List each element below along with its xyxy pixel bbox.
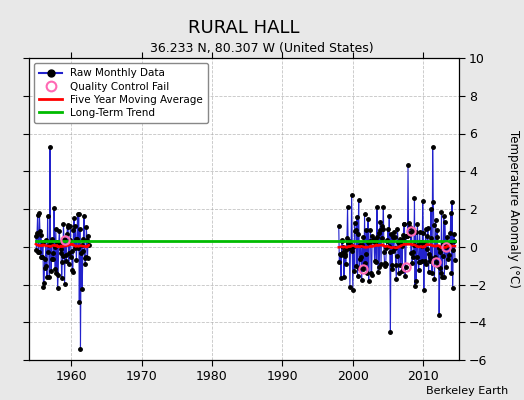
Y-axis label: Temperature Anomaly (°C): Temperature Anomaly (°C) — [507, 130, 520, 288]
Legend: Raw Monthly Data, Quality Control Fail, Five Year Moving Average, Long-Term Tren: Raw Monthly Data, Quality Control Fail, … — [34, 63, 209, 123]
Text: Berkeley Earth: Berkeley Earth — [426, 386, 508, 396]
Title: RURAL HALL: RURAL HALL — [188, 19, 299, 37]
Text: 36.233 N, 80.307 W (United States): 36.233 N, 80.307 W (United States) — [150, 42, 374, 55]
